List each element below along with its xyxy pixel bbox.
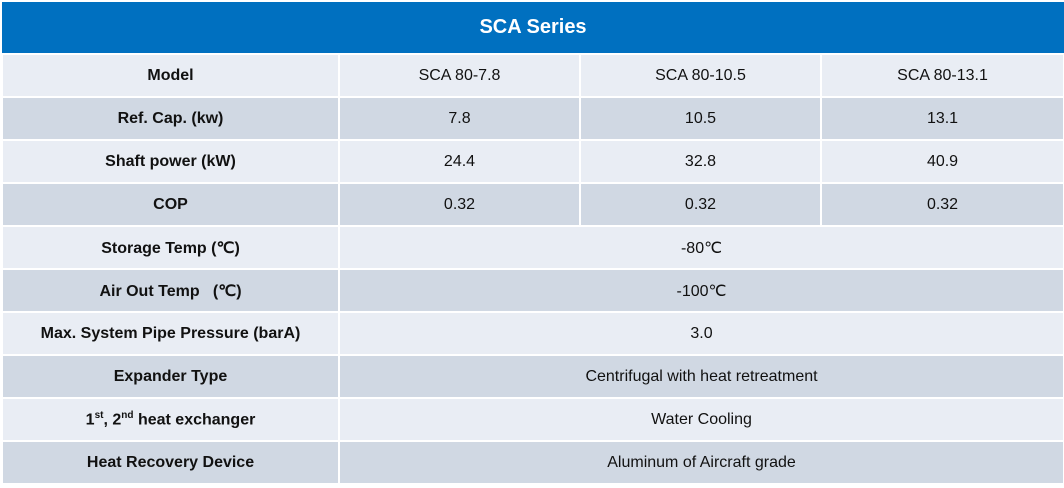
cell: 3.0	[337, 312, 1064, 356]
cell: SCA 80-10.5	[579, 54, 822, 98]
cell: -100℃	[337, 269, 1064, 313]
table-row: Model SCA 80-7.8 SCA 80-10.5 SCA 80-13.1	[1, 54, 1064, 98]
cell: Water Cooling	[337, 398, 1064, 442]
table-row: Storage Temp (℃) -80℃	[1, 226, 1064, 270]
table-title: SCA Series	[2, 2, 1064, 55]
row-label: Model	[1, 54, 340, 98]
row-label: Heat Recovery Device	[1, 441, 340, 485]
row-label: Expander Type	[1, 355, 340, 399]
row-label: Air Out Temp (℃)	[1, 269, 340, 313]
cell: 24.4	[338, 140, 581, 184]
table-row: Ref. Cap. (kw) 7.8 10.5 13.1	[1, 97, 1064, 141]
table-row: 1st, 2nd heat exchanger Water Cooling	[1, 398, 1064, 442]
cell: SCA 80-13.1	[819, 54, 1064, 98]
cell: 32.8	[579, 140, 822, 184]
row-label: Max. System Pipe Pressure (barA)	[1, 312, 340, 356]
cell: 13.1	[819, 97, 1064, 141]
table-row: Shaft power (kW) 24.4 32.8 40.9	[1, 140, 1064, 184]
label-part: 1	[85, 411, 95, 429]
row-label: Shaft power (kW)	[1, 140, 340, 184]
table-row: Heat Recovery Device Aluminum of Aircraf…	[1, 441, 1064, 485]
cell: Centrifugal with heat retreatment	[337, 355, 1064, 399]
cell: 10.5	[579, 97, 822, 141]
row-label: COP	[1, 183, 340, 227]
label-part: , 2	[103, 411, 122, 429]
label-part: heat exchanger	[133, 411, 256, 429]
table-row: Air Out Temp (℃) -100℃	[1, 269, 1064, 313]
label-sup: st	[94, 409, 104, 421]
cell: -80℃	[337, 226, 1064, 270]
row-label: Ref. Cap. (kw)	[1, 97, 340, 141]
row-label: 1st, 2nd heat exchanger	[1, 398, 340, 442]
cell: 7.8	[338, 97, 581, 141]
table-row: COP 0.32 0.32 0.32	[1, 183, 1064, 227]
cell: 0.32	[579, 183, 822, 227]
row-label: Storage Temp (℃)	[1, 226, 340, 270]
cell: 0.32	[819, 183, 1064, 227]
cell: SCA 80-7.8	[338, 54, 581, 98]
cell: 40.9	[819, 140, 1064, 184]
table-row: Expander Type Centrifugal with heat retr…	[1, 355, 1064, 399]
table-row: Max. System Pipe Pressure (barA) 3.0	[1, 312, 1064, 356]
cell: 0.32	[338, 183, 581, 227]
cell: Aluminum of Aircraft grade	[337, 441, 1064, 485]
label-sup: nd	[121, 409, 134, 421]
